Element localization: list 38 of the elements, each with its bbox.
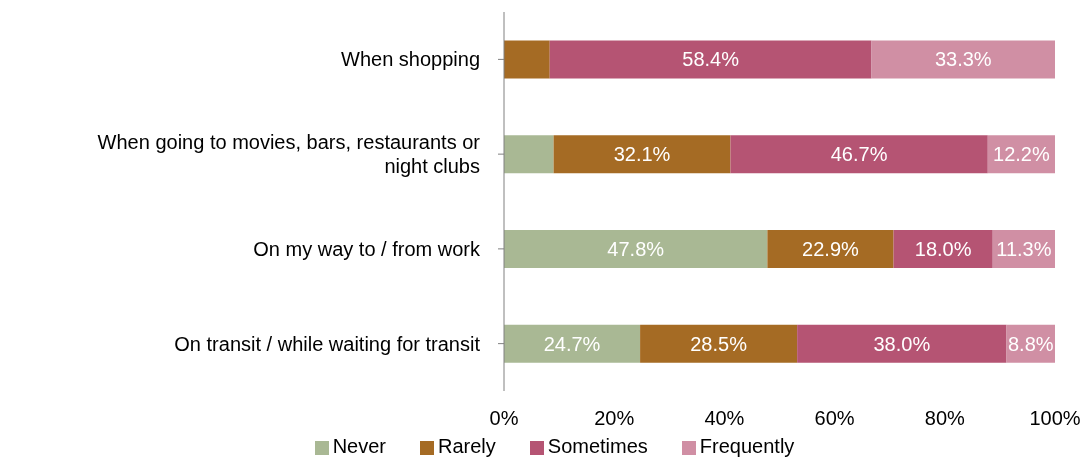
y-tick-label: When shopping <box>341 48 480 71</box>
legend-label: Never <box>332 435 387 457</box>
data-label: 11.3% <box>996 237 1052 260</box>
x-tick-label: 100% <box>1029 407 1081 430</box>
bar <box>504 229 768 268</box>
bar <box>553 135 731 174</box>
data-label: 47.8% <box>607 237 665 260</box>
data-label: 32.1% <box>613 143 671 166</box>
x-tick-label: 60% <box>814 407 855 430</box>
y-tick-label: On my way to / from work <box>253 237 481 260</box>
y-tick-label: When going to movies, bars, restaurants or night clubs <box>97 131 481 178</box>
bar <box>640 324 798 363</box>
data-label: 22.9% <box>802 237 860 260</box>
data-label: 46.7% <box>830 143 888 166</box>
data-label: 28.5% <box>690 332 748 355</box>
x-tick-label: 40% <box>704 407 745 430</box>
bar <box>549 40 872 79</box>
data-label: 38.0% <box>873 332 931 355</box>
data-label: 8.8% <box>1007 332 1054 355</box>
data-label: 24.7% <box>543 332 601 355</box>
data-label: 18.0% <box>914 237 972 260</box>
bar <box>797 324 1007 363</box>
bar <box>504 135 554 174</box>
x-tick-label: 0% <box>489 407 519 430</box>
bar <box>730 135 988 174</box>
bar <box>767 229 894 268</box>
legend-label: Rarely <box>438 435 496 457</box>
x-tick-label: 20% <box>594 407 635 430</box>
data-label: 58.4% <box>682 48 740 71</box>
legend-label: Sometimes <box>547 435 648 457</box>
bar <box>504 324 641 363</box>
bar <box>871 40 1055 79</box>
bar <box>504 40 550 79</box>
legend-label: Frequently <box>699 435 795 457</box>
y-tick-label: On transit / while waiting for transit <box>174 332 481 355</box>
x-tick-label: 80% <box>924 407 966 430</box>
data-label: 12.2% <box>993 143 1050 166</box>
data-label: 33.3% <box>934 48 992 71</box>
